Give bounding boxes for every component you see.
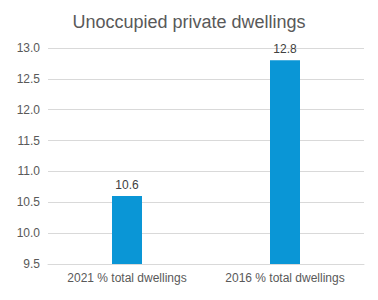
svg-text:9.5: 9.5 — [23, 257, 40, 271]
svg-text:10.5: 10.5 — [17, 195, 41, 209]
svg-text:2021 % total dwellings: 2021 % total dwellings — [67, 271, 186, 285]
svg-text:10.0: 10.0 — [17, 226, 41, 240]
svg-text:10.6: 10.6 — [115, 178, 139, 192]
svg-text:12.5: 12.5 — [17, 72, 41, 86]
svg-text:11.0: 11.0 — [18, 164, 41, 178]
svg-text:13.0: 13.0 — [17, 41, 41, 55]
svg-text:12.0: 12.0 — [17, 103, 41, 117]
svg-text:2016 % total dwellings: 2016 % total dwellings — [225, 271, 344, 285]
svg-text:12.8: 12.8 — [273, 42, 297, 56]
svg-text:11.5: 11.5 — [18, 134, 41, 148]
svg-text:Unoccupied private dwellings: Unoccupied private dwellings — [72, 12, 305, 32]
